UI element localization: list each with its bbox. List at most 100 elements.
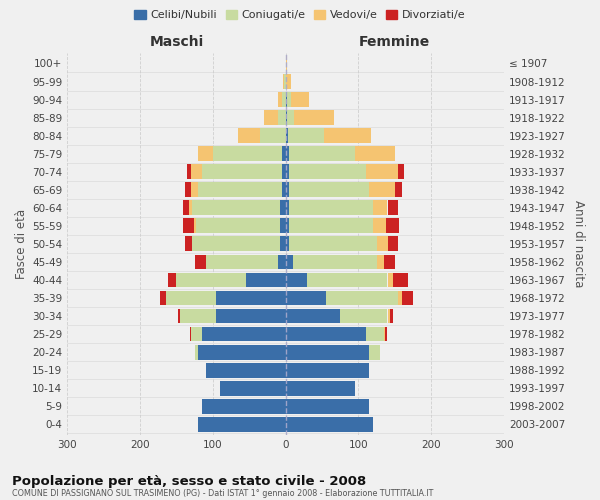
Bar xyxy=(388,308,389,324)
Bar xyxy=(202,164,282,179)
Bar xyxy=(295,110,334,125)
Bar xyxy=(286,110,287,125)
Bar xyxy=(388,200,398,215)
Bar xyxy=(282,164,286,179)
Bar xyxy=(191,182,198,197)
Bar xyxy=(287,92,291,107)
Bar xyxy=(386,218,399,233)
Bar xyxy=(377,236,388,252)
Y-axis label: Fasce di età: Fasce di età xyxy=(15,209,28,279)
Bar xyxy=(206,254,278,270)
Bar xyxy=(168,272,176,287)
Bar xyxy=(193,200,280,215)
Bar xyxy=(185,236,193,252)
Bar xyxy=(289,200,373,215)
Bar xyxy=(245,272,286,287)
Bar xyxy=(189,200,193,215)
Bar xyxy=(293,254,377,270)
Bar xyxy=(190,326,191,342)
Text: Maschi: Maschi xyxy=(149,35,203,49)
Bar xyxy=(194,254,206,270)
Bar xyxy=(389,308,394,324)
Y-axis label: Anni di nascita: Anni di nascita xyxy=(572,200,585,288)
Bar xyxy=(282,146,286,161)
Bar xyxy=(284,74,286,89)
Bar xyxy=(278,110,286,125)
Bar xyxy=(326,290,398,306)
Bar xyxy=(180,308,217,324)
Bar xyxy=(286,381,355,396)
Bar xyxy=(187,164,191,179)
Bar xyxy=(286,417,373,432)
Bar xyxy=(286,218,289,233)
Bar xyxy=(198,417,286,432)
Bar xyxy=(286,254,293,270)
Bar xyxy=(365,326,384,342)
Bar xyxy=(394,272,408,287)
Bar xyxy=(166,290,217,306)
Bar xyxy=(286,290,326,306)
Text: Femmine: Femmine xyxy=(359,35,430,49)
Bar xyxy=(324,128,371,143)
Bar xyxy=(191,164,202,179)
Bar xyxy=(288,128,324,143)
Bar xyxy=(340,308,388,324)
Bar xyxy=(286,272,307,287)
Bar xyxy=(370,344,380,360)
Bar xyxy=(194,344,198,360)
Bar xyxy=(220,381,286,396)
Bar xyxy=(384,326,385,342)
Bar xyxy=(398,164,404,179)
Bar xyxy=(289,146,355,161)
Bar xyxy=(196,218,280,233)
Bar xyxy=(286,128,288,143)
Bar xyxy=(289,236,377,252)
Bar xyxy=(291,92,309,107)
Bar xyxy=(280,200,286,215)
Bar xyxy=(289,182,370,197)
Bar xyxy=(260,128,286,143)
Bar xyxy=(388,272,394,287)
Bar xyxy=(282,182,286,197)
Bar xyxy=(377,254,384,270)
Bar xyxy=(286,92,287,107)
Bar xyxy=(280,236,286,252)
Bar xyxy=(264,110,278,125)
Text: COMUNE DI PASSIGNANO SUL TRASIMENO (PG) - Dati ISTAT 1° gennaio 2008 - Elaborazi: COMUNE DI PASSIGNANO SUL TRASIMENO (PG) … xyxy=(12,488,433,498)
Bar xyxy=(307,272,388,287)
Bar xyxy=(202,326,286,342)
Bar xyxy=(286,236,289,252)
Bar xyxy=(183,218,194,233)
Bar xyxy=(178,308,180,324)
Bar xyxy=(402,290,413,306)
Bar xyxy=(286,164,289,179)
Bar xyxy=(385,326,387,342)
Bar xyxy=(286,200,289,215)
Bar xyxy=(198,146,213,161)
Bar xyxy=(213,146,282,161)
Bar xyxy=(365,164,398,179)
Bar xyxy=(185,182,191,197)
Bar xyxy=(217,290,286,306)
Bar xyxy=(289,164,365,179)
Bar xyxy=(286,146,289,161)
Bar xyxy=(160,290,166,306)
Bar xyxy=(286,74,292,89)
Bar xyxy=(286,399,370,413)
Bar xyxy=(286,363,370,378)
Bar xyxy=(355,146,395,161)
Bar xyxy=(286,326,365,342)
Bar xyxy=(283,74,284,89)
Bar xyxy=(206,363,286,378)
Bar xyxy=(278,92,282,107)
Bar xyxy=(286,308,340,324)
Bar xyxy=(217,308,286,324)
Bar xyxy=(373,200,388,215)
Bar xyxy=(395,182,402,197)
Bar xyxy=(193,236,280,252)
Bar xyxy=(176,272,245,287)
Bar xyxy=(388,236,398,252)
Bar xyxy=(286,182,289,197)
Text: Popolazione per età, sesso e stato civile - 2008: Popolazione per età, sesso e stato civil… xyxy=(12,474,366,488)
Bar xyxy=(198,182,282,197)
